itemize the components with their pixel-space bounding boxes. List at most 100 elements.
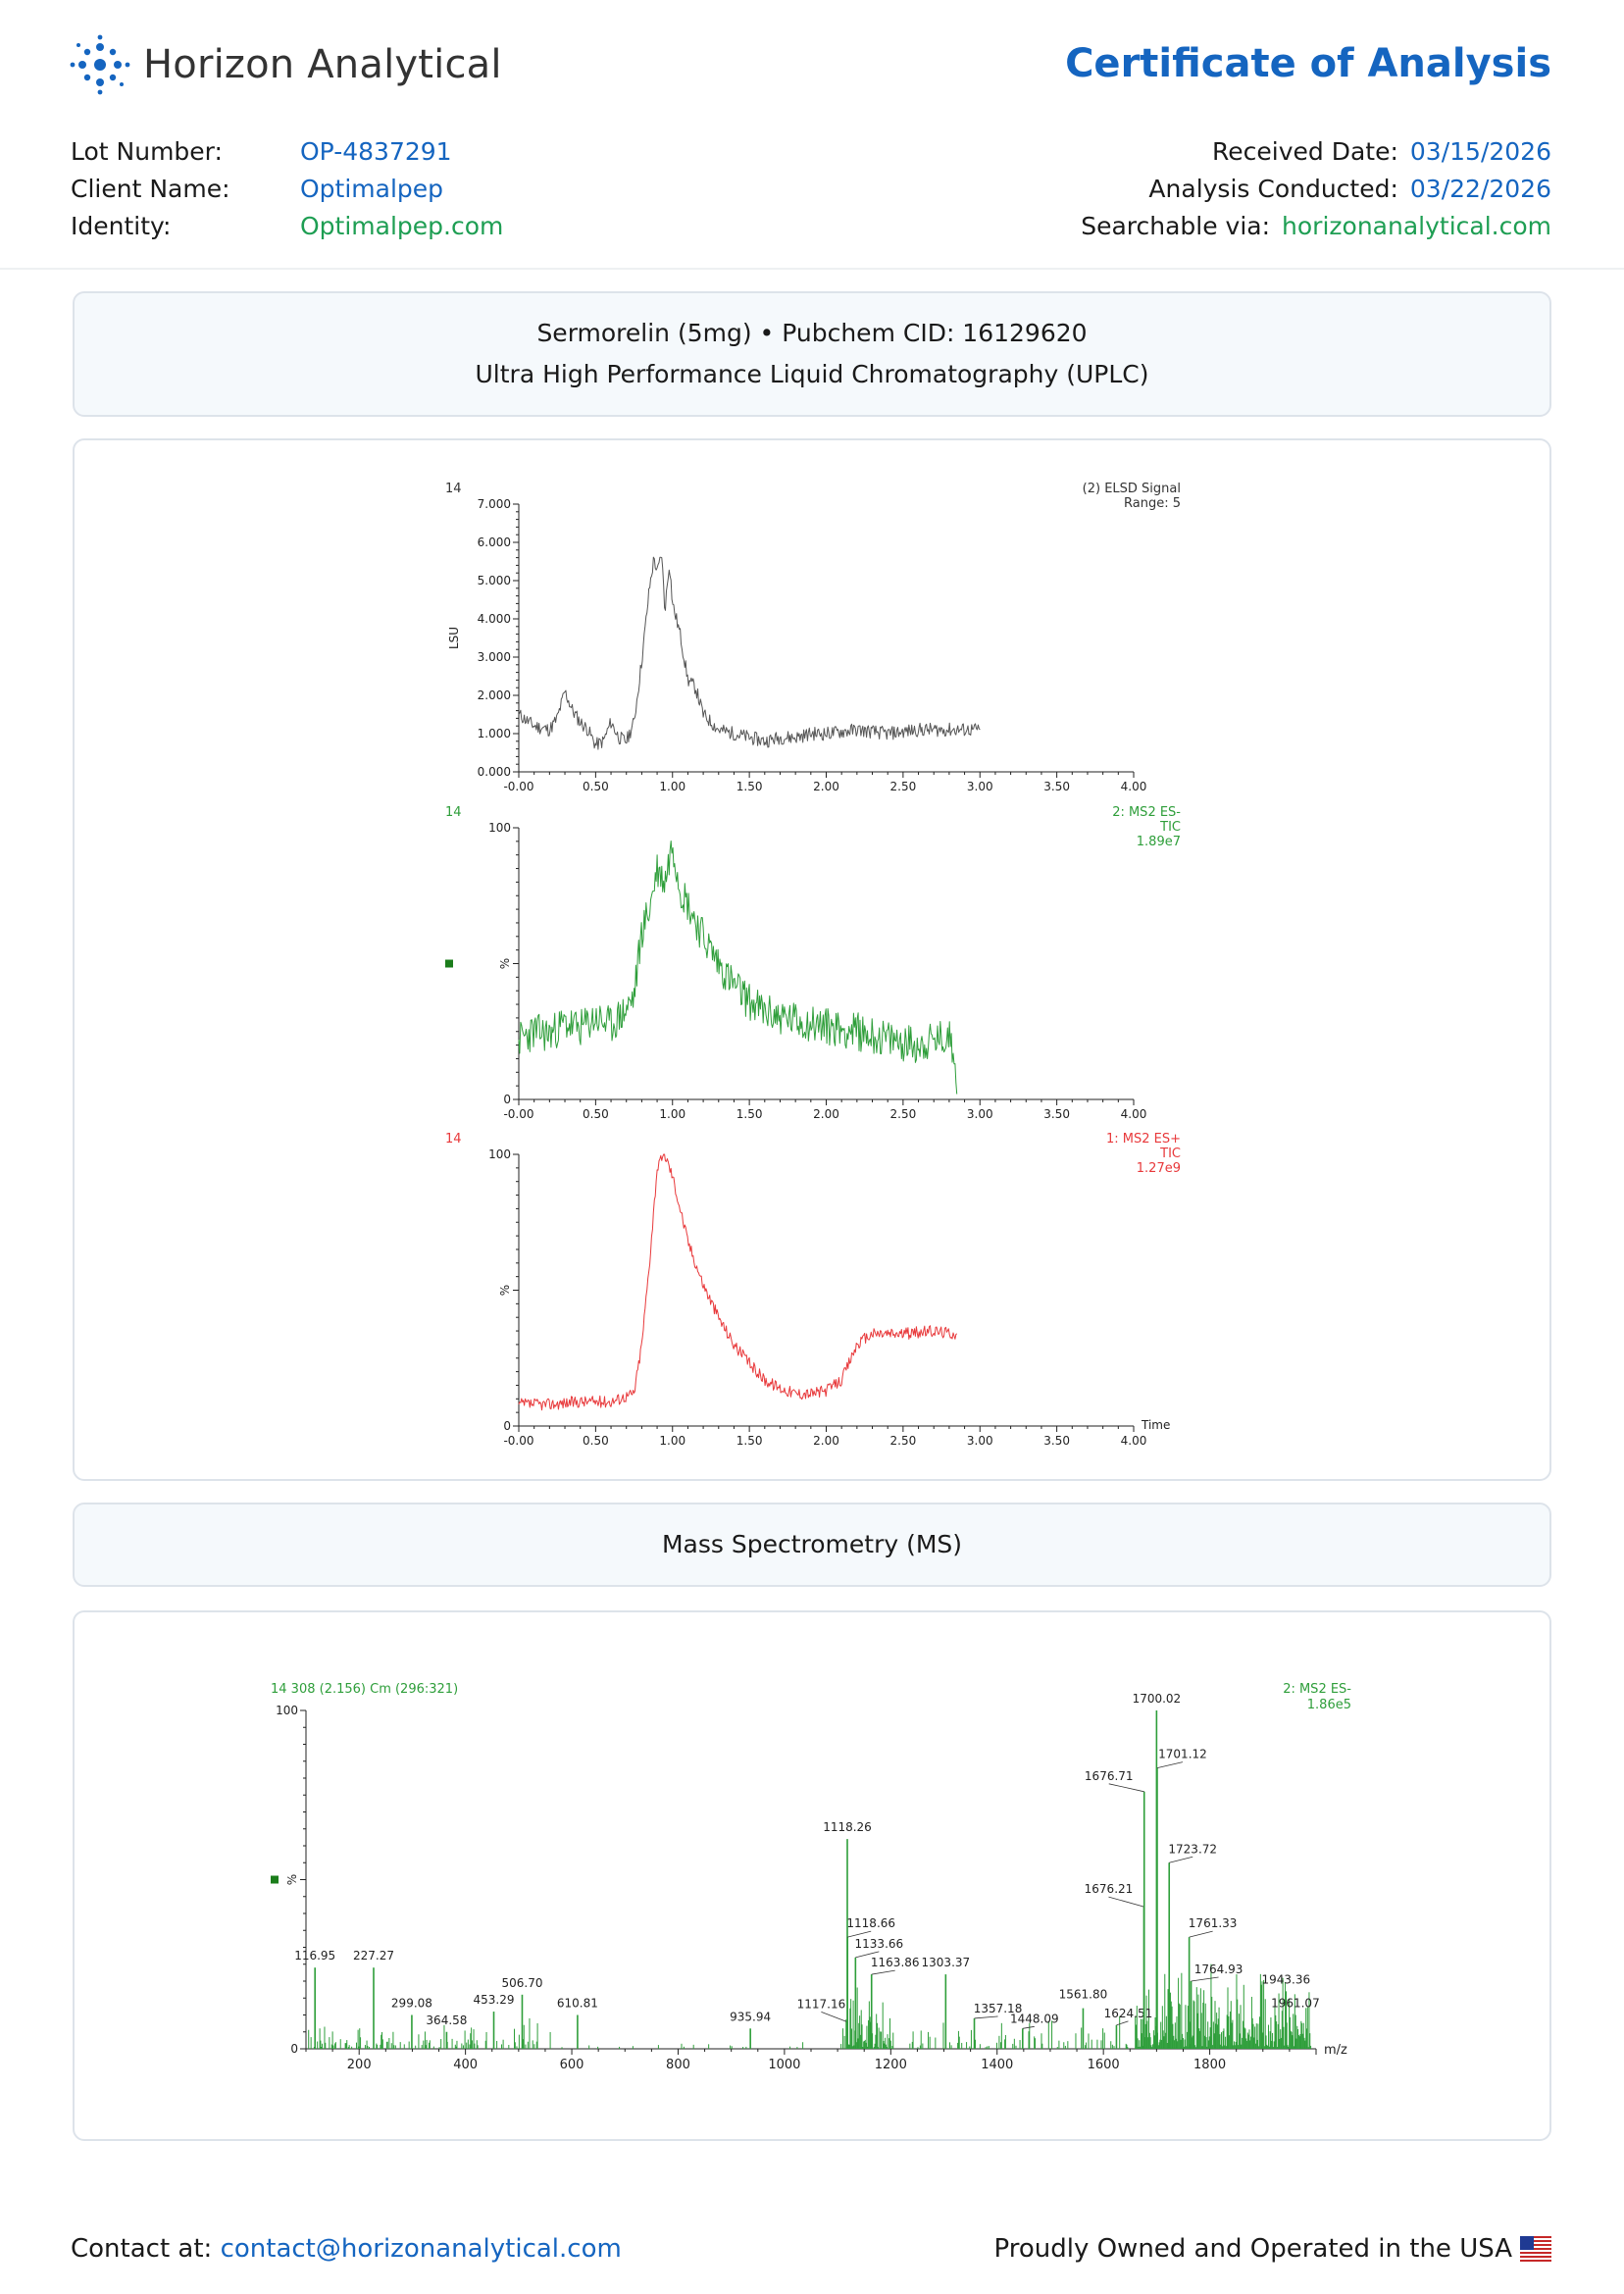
client-name-label: Client Name:: [71, 175, 230, 203]
peak-label: 1764.93: [1194, 1963, 1243, 1976]
x-tick-label: 600: [560, 2058, 584, 2072]
x-tick-label: 3.50: [1043, 1107, 1070, 1121]
peak-label: 1303.37: [922, 1956, 971, 1969]
peak-label: 364.58: [426, 2014, 467, 2027]
trace-line: [518, 841, 958, 1095]
header-divider: [0, 268, 1624, 270]
chart-legend-text: Range: 5: [1124, 496, 1181, 511]
x-tick-label: 3.50: [1043, 1434, 1070, 1448]
y-axis-label: %: [285, 1874, 299, 1885]
peak-label: 1118.66: [846, 1916, 895, 1930]
chart-legend-text: 1.89e7: [1137, 835, 1181, 849]
chart-legend-text: TIC: [1159, 820, 1181, 835]
received-date-value: 03/15/2026: [1409, 137, 1551, 166]
analysis-conducted-value: 03/22/2026: [1409, 175, 1551, 203]
y-tick-label: 7.000: [478, 497, 511, 511]
x-tick-label: 0.50: [583, 1434, 609, 1448]
identity-label: Identity:: [71, 212, 172, 240]
peak-leader-line: [855, 1951, 880, 1959]
chart-corner-label: 14: [445, 482, 462, 496]
peak-leader-line: [1156, 1761, 1184, 1769]
searchable-link[interactable]: horizonanalytical.com: [1282, 212, 1551, 240]
page-title: Certificate of Analysis: [1065, 41, 1551, 86]
received-date-label: Received Date:: [1212, 137, 1398, 166]
x-tick-label: 4.00: [1121, 1107, 1147, 1121]
peak-leader-line: [974, 2015, 998, 2019]
peak-label: 935.94: [730, 2010, 771, 2023]
peak-label: 1761.33: [1189, 1916, 1238, 1930]
y-axis-label: %: [498, 958, 512, 969]
identity-link[interactable]: Optimalpep.com: [300, 212, 504, 240]
peak-label: 116.95: [294, 1949, 335, 1963]
peak-leader-line: [847, 1930, 872, 1938]
peak-label: 610.81: [557, 1997, 598, 2011]
chart-legend-text: 1: MS2 ES+: [1106, 1132, 1181, 1147]
x-tick-label: 1600: [1088, 2058, 1120, 2072]
chart-corner-label: 14: [445, 805, 462, 820]
x-tick-label: 3.50: [1043, 780, 1070, 793]
client-name-value: Optimalpep: [300, 175, 444, 203]
compound-line: Sermorelin (5mg) • Pubchem CID: 16129620: [536, 319, 1088, 347]
searchable-label: Searchable via:: [1081, 212, 1271, 240]
uplc-chart-panel: 14 (2) ELSD Signal Range: 5 -0.00 0.50 1.00 1.…: [73, 438, 1551, 1481]
x-tick-label: 3.00: [967, 1107, 993, 1121]
x-tick-label: 2.50: [890, 1434, 917, 1448]
y-axis-label: LSU: [447, 627, 461, 649]
peak-leader-line: [1191, 1976, 1219, 1982]
chart-legend-text: TIC: [1159, 1147, 1181, 1161]
x-tick-label: 1.50: [736, 1107, 763, 1121]
trace-line: [518, 1153, 958, 1411]
x-tick-label: 1400: [981, 2058, 1013, 2072]
x-tick-label: 1.00: [659, 1107, 685, 1121]
peak-label: 1448.09: [1010, 2012, 1059, 2025]
peak-leader-line: [1116, 2020, 1129, 2026]
mass-spectrum: 14 308 (2.156) Cm (296:321) 2: MS2 ES-1.8…: [271, 1682, 1351, 2072]
peak-leader-line: [1108, 1783, 1144, 1793]
footer-contact: Contact at: contact@horizonanalytical.co…: [71, 2234, 622, 2264]
peak-label: 1701.12: [1158, 1748, 1207, 1761]
x-tick-label: 1000: [768, 2058, 800, 2072]
peak-label: 1117.16: [797, 1997, 846, 2011]
chart-legend-text: 1.27e9: [1137, 1161, 1181, 1176]
x-tick-label: 800: [666, 2058, 690, 2072]
x-tick-label: 1800: [1193, 2058, 1226, 2072]
x-tick-label: 4.00: [1121, 780, 1147, 793]
peak-label: 1943.36: [1261, 1972, 1310, 1986]
y-axis-label: %: [498, 1285, 512, 1296]
y-tick-label: 5.000: [478, 574, 511, 587]
x-tick-label: 200: [347, 2058, 372, 2072]
ms-chart-panel: 14 308 (2.156) Cm (296:321) 2: MS2 ES- 1.8…: [73, 1610, 1551, 2141]
peak-label: 1357.18: [974, 2002, 1023, 2015]
contact-email-link[interactable]: contact@horizonanalytical.com: [220, 2234, 622, 2264]
footer-tagline: Proudly Owned and Operated in the USA: [993, 2234, 1512, 2264]
x-tick-label: -0.00: [503, 1434, 533, 1448]
y-tick-label: 100: [488, 821, 511, 835]
peak-label: 1723.72: [1168, 1842, 1217, 1856]
peak-label: 227.27: [353, 1949, 394, 1963]
chart-legend-text: (2) ELSD Signal: [1083, 482, 1181, 496]
lot-number-value: OP-4837291: [300, 137, 452, 166]
chart-title: 14 308 (2.156) Cm (296:321): [271, 1682, 458, 1697]
meta-left: Lot Number: OP-4837291 Client Name: Optima…: [71, 133, 503, 245]
y-tick-label: 3.000: [478, 650, 511, 664]
peak-label: 299.08: [391, 1997, 432, 2011]
x-axis-label: Time: [1141, 1418, 1170, 1432]
y-tick-label: 0: [290, 2042, 298, 2056]
y-tick-label: 0: [503, 1419, 511, 1433]
peak-label: 1561.80: [1059, 1988, 1108, 2002]
peak-leader-line: [1108, 1896, 1144, 1908]
method-line: Ultra High Performance Liquid Chromatogr…: [475, 360, 1149, 388]
y-tick-label: 2.000: [478, 688, 511, 702]
y-tick-label: 0.000: [478, 765, 511, 779]
us-flag-icon: [1520, 2236, 1551, 2262]
footer-tagline-wrap: Proudly Owned and Operated in the USA: [993, 2234, 1551, 2264]
x-tick-label: 3.00: [967, 780, 993, 793]
x-tick-label: 1.00: [659, 1434, 685, 1448]
x-tick-label: 1200: [875, 2058, 907, 2072]
x-axis-label: m/z: [1324, 2043, 1347, 2058]
x-tick-label: 2.50: [890, 1107, 917, 1121]
